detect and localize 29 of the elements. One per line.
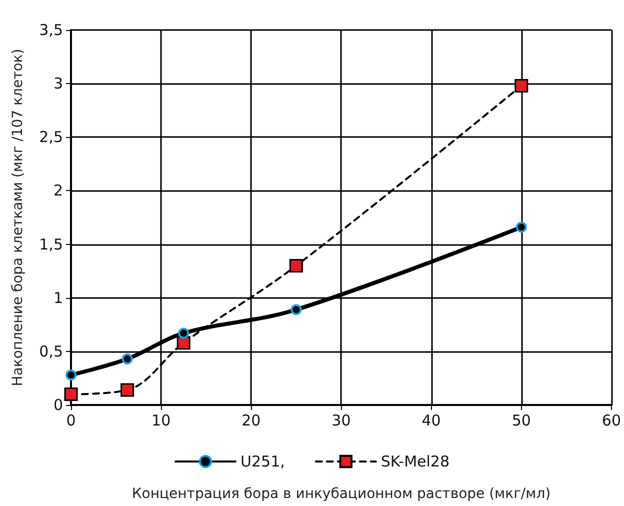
x-tick-label: 30 [332, 412, 351, 430]
point [122, 353, 133, 364]
y-tick-label: 1 [53, 288, 63, 307]
point [290, 304, 302, 316]
point [516, 222, 527, 233]
y-tick-label: 2 [53, 182, 63, 200]
point [178, 328, 190, 339]
x-tick-label: 50 [512, 412, 531, 430]
x-axis-title: Концентрация бора в инкубационном растворе (мкг/мл) [132, 486, 551, 502]
point [66, 370, 76, 380]
point [514, 78, 528, 92]
y-tick-label: 0 [53, 396, 63, 414]
y-tick-label: 3,5 [39, 21, 63, 39]
x-tick-label: 20 [242, 412, 261, 430]
y-tick-label: 0,5 [39, 342, 63, 360]
point [120, 383, 134, 397]
y-tick-label: 3 [53, 74, 63, 93]
y-tick-label: 1,5 [39, 235, 63, 254]
x-tick-label: 0 [66, 412, 76, 430]
x-tick-label: 10 [152, 412, 171, 430]
point [64, 388, 78, 402]
y-tick-label: 2,5 [39, 128, 63, 146]
y-axis-title: Накопление бора клетками (мкг /107 клеток) [10, 48, 26, 386]
legend-label: U251, [240, 452, 285, 470]
x-tick-label: 60 [602, 412, 622, 430]
x-tick-label: 40 [422, 412, 441, 430]
point [176, 336, 190, 350]
legend-label: SK-Mel28 [380, 452, 450, 470]
point [289, 258, 303, 272]
